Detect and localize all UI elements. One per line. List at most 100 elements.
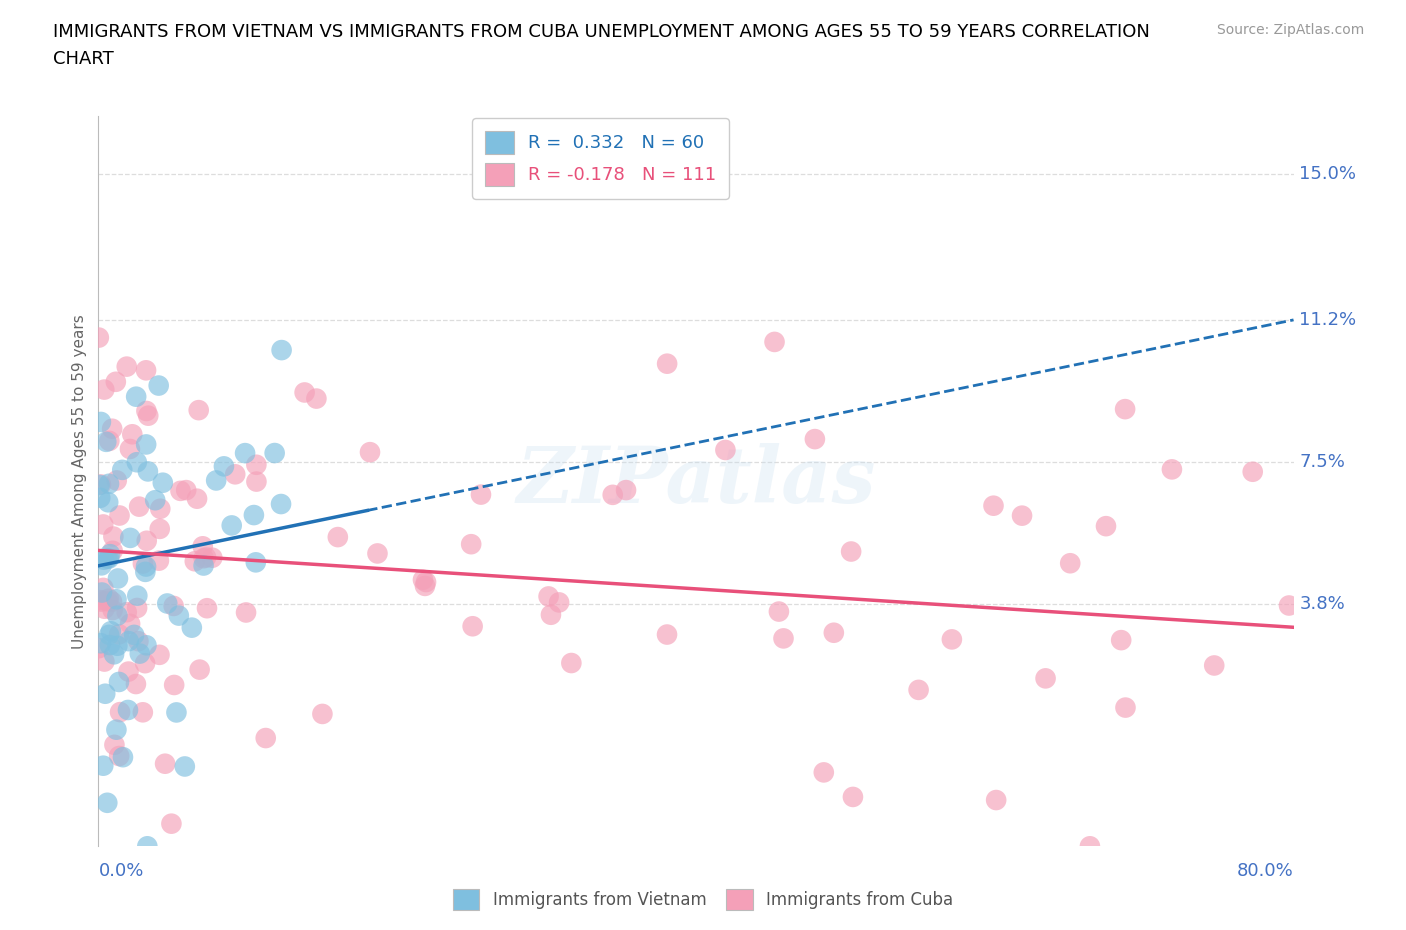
Legend: R =  0.332   N = 60, R = -0.178   N = 111: R = 0.332 N = 60, R = -0.178 N = 111: [472, 118, 728, 199]
Point: [87, 641, 110, 656]
Point: [986, 792, 1008, 807]
Point: [100, 624, 122, 639]
Point: [152, 475, 174, 490]
Text: 7.5%: 7.5%: [1299, 453, 1346, 472]
Point: [135, 437, 157, 452]
Point: [205, 473, 228, 488]
Point: [153, 756, 176, 771]
Point: [125, 390, 148, 405]
Point: [143, 493, 166, 508]
Legend: Immigrants from Vietnam, Immigrants from Cuba: Immigrants from Vietnam, Immigrants from…: [446, 883, 960, 917]
Point: [186, 491, 208, 506]
Point: [560, 656, 582, 671]
Point: [243, 508, 266, 523]
Point: [136, 464, 159, 479]
Point: [117, 702, 139, 717]
Point: [311, 707, 333, 722]
Point: [98, 628, 121, 643]
Point: [127, 633, 149, 648]
Point: [118, 442, 141, 457]
Point: [96, 434, 118, 449]
Point: [193, 551, 215, 565]
Point: [839, 544, 862, 559]
Point: [224, 467, 246, 482]
Point: [235, 605, 257, 620]
Point: [97, 594, 120, 609]
Point: [548, 595, 571, 610]
Point: [768, 604, 790, 619]
Point: [1059, 556, 1081, 571]
Point: [122, 628, 145, 643]
Point: [537, 589, 560, 604]
Point: [1114, 700, 1136, 715]
Point: [101, 603, 124, 618]
Point: [1114, 402, 1136, 417]
Point: [294, 385, 316, 400]
Point: [127, 589, 149, 604]
Point: [180, 620, 202, 635]
Point: [460, 537, 482, 551]
Point: [165, 705, 187, 720]
Point: [103, 647, 125, 662]
Text: Source: ZipAtlas.com: Source: ZipAtlas.com: [1216, 23, 1364, 37]
Point: [91, 580, 114, 595]
Point: [91, 585, 114, 600]
Point: [714, 443, 737, 458]
Point: [90, 636, 112, 651]
Point: [125, 677, 148, 692]
Point: [103, 737, 125, 752]
Point: [359, 445, 381, 459]
Point: [108, 627, 131, 642]
Point: [111, 750, 134, 764]
Point: [101, 421, 124, 436]
Point: [461, 618, 484, 633]
Point: [101, 543, 124, 558]
Point: [1011, 508, 1033, 523]
Point: [89, 477, 111, 492]
Point: [132, 556, 155, 571]
Text: 11.2%: 11.2%: [1299, 311, 1357, 329]
Point: [120, 617, 142, 631]
Point: [173, 759, 195, 774]
Point: [184, 554, 207, 569]
Point: [149, 501, 172, 516]
Text: IMMIGRANTS FROM VIETNAM VS IMMIGRANTS FROM CUBA UNEMPLOYMENT AMONG AGES 55 TO 59: IMMIGRANTS FROM VIETNAM VS IMMIGRANTS FR…: [53, 23, 1150, 68]
Point: [89, 490, 111, 505]
Point: [93, 602, 115, 617]
Point: [90, 415, 112, 430]
Point: [93, 552, 115, 567]
Point: [97, 495, 120, 510]
Point: [245, 458, 267, 472]
Point: [270, 497, 292, 512]
Point: [136, 839, 159, 854]
Point: [1241, 464, 1264, 479]
Point: [91, 517, 114, 532]
Point: [87, 330, 110, 345]
Text: 15.0%: 15.0%: [1299, 165, 1357, 183]
Point: [221, 518, 243, 533]
Point: [1204, 658, 1226, 673]
Point: [128, 499, 150, 514]
Point: [135, 363, 157, 378]
Point: [108, 508, 131, 523]
Point: [108, 674, 131, 689]
Point: [614, 483, 637, 498]
Point: [134, 656, 156, 671]
Point: [366, 546, 388, 561]
Point: [128, 646, 150, 661]
Point: [105, 723, 128, 737]
Y-axis label: Unemployment Among Ages 55 to 59 years: Unemployment Among Ages 55 to 59 years: [72, 314, 87, 648]
Point: [270, 342, 292, 357]
Point: [842, 790, 865, 804]
Point: [655, 627, 678, 642]
Point: [90, 477, 112, 492]
Point: [120, 530, 142, 545]
Point: [263, 445, 285, 460]
Point: [101, 594, 124, 609]
Point: [233, 445, 256, 460]
Point: [94, 686, 117, 701]
Point: [125, 455, 148, 470]
Point: [187, 403, 209, 418]
Text: 80.0%: 80.0%: [1237, 862, 1294, 880]
Point: [1035, 671, 1057, 685]
